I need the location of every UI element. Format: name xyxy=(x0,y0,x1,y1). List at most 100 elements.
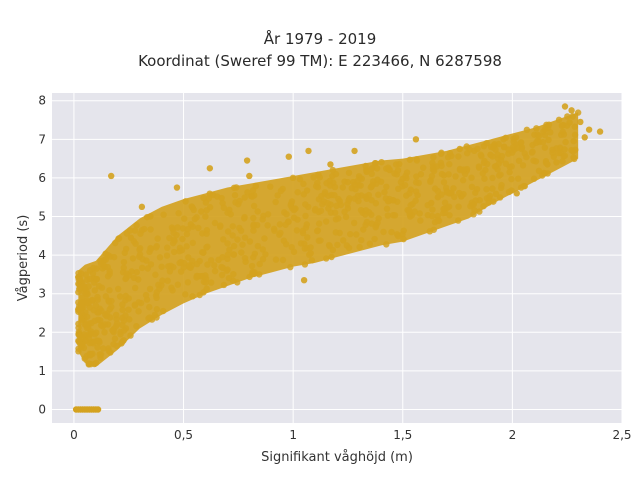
outlier-point xyxy=(138,203,146,211)
data-point xyxy=(142,291,150,299)
outlier-point xyxy=(428,199,435,207)
outlier-point xyxy=(368,165,376,172)
chart-title: År 1979 - 2019 Koordinat (Sweref 99 TM):… xyxy=(0,28,640,72)
data-point xyxy=(132,240,139,247)
data-point xyxy=(184,279,192,286)
data-point xyxy=(290,214,298,221)
data-point xyxy=(147,226,154,233)
data-point xyxy=(241,254,249,262)
data-point xyxy=(490,198,497,205)
data-point xyxy=(532,158,540,165)
data-point xyxy=(187,221,195,228)
data-point xyxy=(475,163,483,170)
data-point xyxy=(555,116,563,124)
data-point xyxy=(125,272,132,279)
data-point xyxy=(296,176,304,183)
y-tick-label: 3 xyxy=(38,287,46,301)
data-point xyxy=(120,258,128,266)
data-point xyxy=(254,208,261,215)
data-point xyxy=(446,212,453,219)
x-tick-label: 1 xyxy=(289,428,297,442)
data-point xyxy=(444,154,452,161)
data-point xyxy=(500,144,508,151)
data-point xyxy=(467,202,474,210)
data-point xyxy=(163,252,171,259)
data-point xyxy=(160,211,167,218)
data-point xyxy=(193,274,200,281)
data-point xyxy=(308,257,316,264)
data-point xyxy=(495,140,502,148)
data-point xyxy=(413,156,420,163)
data-point xyxy=(373,165,381,172)
data-point xyxy=(92,359,100,367)
data-point xyxy=(371,235,378,243)
data-point xyxy=(252,182,260,190)
data-point xyxy=(341,208,348,216)
data-point xyxy=(241,194,248,201)
data-point xyxy=(207,257,215,264)
data-point xyxy=(146,285,154,293)
outlier-point xyxy=(300,276,308,284)
data-point xyxy=(380,228,387,236)
data-point xyxy=(324,192,332,199)
outlier-point xyxy=(412,136,420,143)
data-point xyxy=(175,210,182,217)
data-point xyxy=(331,191,338,199)
data-point xyxy=(568,146,575,154)
data-point xyxy=(147,245,155,253)
data-point xyxy=(427,178,434,185)
x-tick-label: 1,5 xyxy=(393,428,412,442)
data-point xyxy=(230,270,237,278)
outlier-point xyxy=(434,194,442,201)
data-point xyxy=(564,113,571,120)
data-point xyxy=(169,239,177,247)
data-point xyxy=(97,351,105,358)
outlier-point xyxy=(585,126,593,133)
data-point xyxy=(120,317,128,324)
data-point xyxy=(176,244,184,252)
data-point xyxy=(131,302,139,309)
data-point xyxy=(391,212,399,219)
data-point xyxy=(189,257,196,265)
data-point xyxy=(563,122,571,129)
data-point xyxy=(483,139,490,147)
data-point xyxy=(384,212,392,219)
data-point xyxy=(372,200,380,207)
data-point xyxy=(107,349,114,356)
data-point xyxy=(250,202,258,210)
data-point xyxy=(226,206,233,214)
data-point xyxy=(264,211,272,218)
data-point xyxy=(218,194,225,202)
data-point xyxy=(219,254,226,261)
data-point xyxy=(345,244,353,252)
data-point xyxy=(383,241,390,248)
data-point xyxy=(430,154,437,161)
data-point xyxy=(477,151,484,158)
data-point xyxy=(230,242,238,250)
data-point xyxy=(451,193,458,201)
data-point xyxy=(250,254,257,261)
data-point xyxy=(399,175,406,183)
data-point xyxy=(545,121,553,128)
data-point xyxy=(129,255,137,262)
data-point xyxy=(270,225,278,233)
data-point xyxy=(317,237,324,244)
data-point xyxy=(256,260,263,268)
data-point xyxy=(392,161,400,168)
data-point xyxy=(250,214,257,222)
data-point xyxy=(413,173,420,180)
data-point xyxy=(313,227,321,235)
data-point xyxy=(195,224,202,232)
data-point xyxy=(205,195,213,202)
data-point xyxy=(440,179,448,186)
y-tick-label: 8 xyxy=(38,94,46,108)
data-point xyxy=(218,263,225,271)
data-point xyxy=(143,257,150,264)
data-point xyxy=(119,269,127,276)
data-point xyxy=(198,208,205,215)
outlier-point xyxy=(568,107,575,114)
data-point xyxy=(289,174,297,182)
data-point xyxy=(571,123,578,130)
data-point xyxy=(225,274,233,282)
data-point xyxy=(135,308,142,315)
